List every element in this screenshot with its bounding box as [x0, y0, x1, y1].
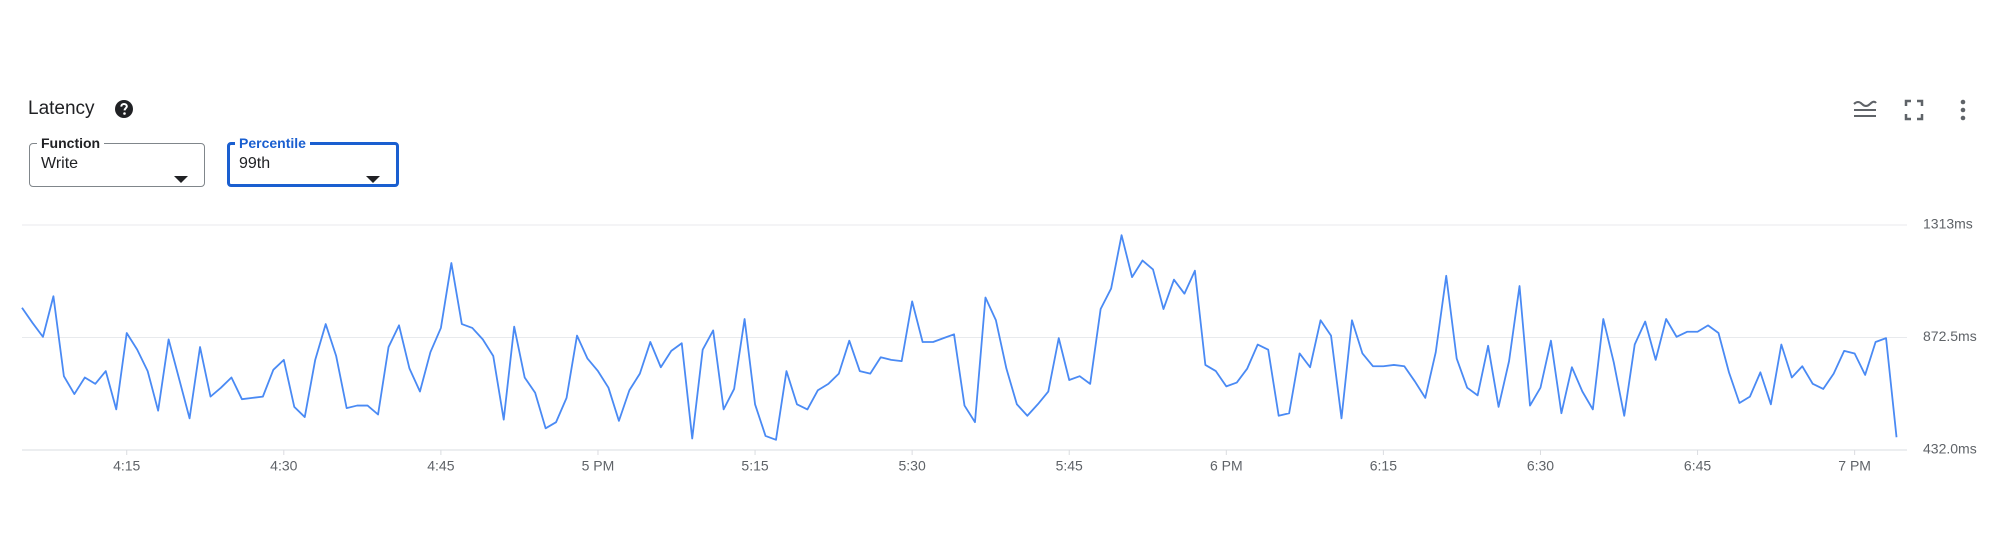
dropdown-label: Percentile	[239, 135, 306, 151]
dropdown-value: 99th	[239, 155, 271, 172]
y-tick-label: 432.0ms	[1923, 441, 1977, 457]
legend-toggle-icon[interactable]	[1853, 100, 1877, 117]
x-tick-label: 7 PM	[1838, 458, 1871, 474]
x-tick-label: 6:30	[1527, 458, 1554, 474]
x-tick-label: 5 PM	[582, 458, 615, 474]
x-tick-label: 4:15	[113, 458, 140, 474]
fullscreen-icon[interactable]	[1904, 99, 1924, 121]
panel-title: Latency	[28, 98, 95, 119]
help-icon[interactable]	[114, 99, 134, 119]
x-tick-label: 5:45	[1056, 458, 1083, 474]
x-tick-label: 4:45	[427, 458, 454, 474]
latency-line	[21, 234, 1898, 441]
dropdown-value: Write	[41, 155, 79, 172]
toolbar	[1853, 99, 1966, 121]
dropdown-arrow	[174, 176, 188, 183]
x-tick-label: 6:15	[1370, 458, 1397, 474]
x-tick-label: 5:15	[741, 458, 768, 474]
x-tick-label: 4:30	[270, 458, 297, 474]
y-tick-label: 1313ms	[1923, 216, 1973, 232]
dropdown-arrow	[366, 176, 380, 183]
percentile-dropdown[interactable]: Percentile 99th	[227, 133, 399, 187]
dropdown-label: Function	[41, 135, 101, 151]
x-tick-label: 6 PM	[1210, 458, 1243, 474]
function-dropdown[interactable]: Function Write	[29, 133, 205, 187]
more-icon[interactable]	[1960, 99, 1966, 121]
x-tick-label: 6:45	[1684, 458, 1711, 474]
y-tick-label: 872.5ms	[1923, 328, 1977, 344]
x-tick-label: 5:30	[899, 458, 926, 474]
